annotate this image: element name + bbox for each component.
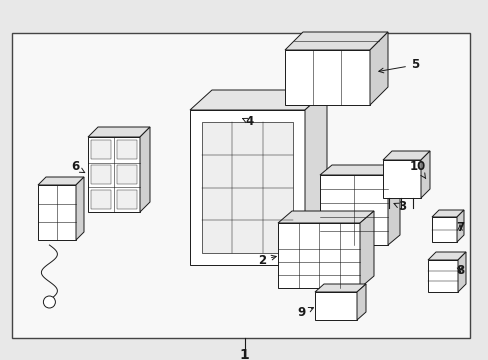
Bar [91,190,111,209]
Text: 5: 5 [378,58,418,73]
Polygon shape [431,210,463,217]
Polygon shape [356,284,365,320]
Polygon shape [319,165,399,175]
Bar [117,165,137,184]
Bar [314,292,356,320]
Text: 1: 1 [239,348,249,360]
Polygon shape [140,127,150,212]
Polygon shape [427,252,465,260]
Bar [117,140,137,159]
Polygon shape [359,211,373,288]
Text: 6: 6 [71,161,84,174]
Bar [38,185,76,240]
Polygon shape [76,177,84,240]
Circle shape [43,296,55,308]
Polygon shape [457,252,465,292]
Polygon shape [190,90,326,110]
Bar [319,175,387,245]
Bar [278,223,359,288]
Text: 2: 2 [257,253,276,266]
Bar [91,140,111,159]
Polygon shape [369,32,387,105]
Bar [117,190,137,209]
Bar [382,160,420,198]
Text: 7: 7 [455,221,463,234]
Text: 8: 8 [455,264,463,276]
Polygon shape [456,210,463,242]
Polygon shape [420,151,429,198]
Polygon shape [387,165,399,245]
Polygon shape [278,211,373,223]
Text: 9: 9 [297,306,313,320]
Polygon shape [88,127,150,137]
Polygon shape [38,177,84,185]
Bar [427,260,457,292]
Polygon shape [305,90,326,265]
Bar [12,33,469,338]
Polygon shape [382,151,429,160]
Bar [88,137,140,212]
Polygon shape [314,284,365,292]
Bar [190,110,305,265]
Text: 4: 4 [242,116,254,129]
Polygon shape [285,32,387,50]
Bar [91,165,111,184]
Bar [202,122,292,253]
Text: 3: 3 [393,201,405,213]
Text: 10: 10 [409,161,425,179]
Bar [285,50,369,105]
Bar [431,217,456,242]
